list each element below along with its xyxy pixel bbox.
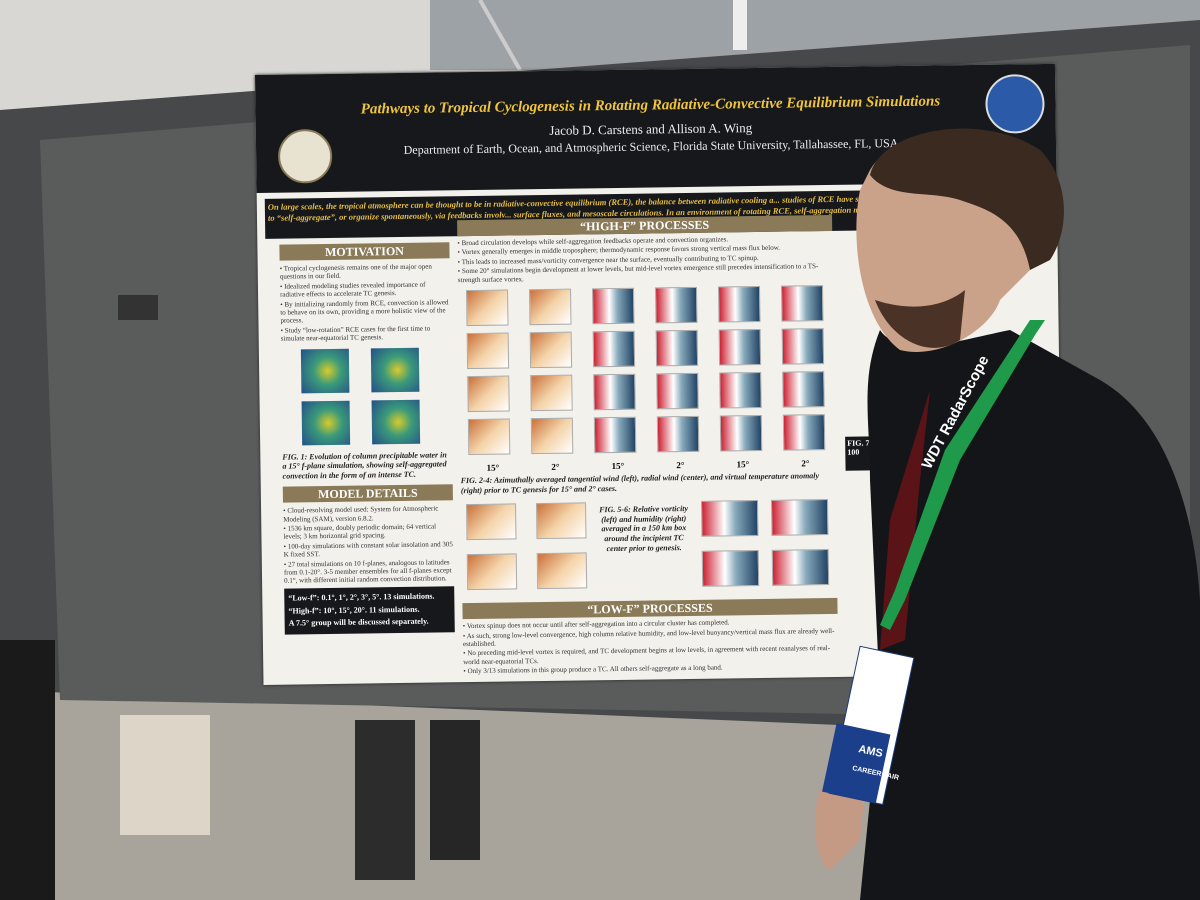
badge-org: AMS xyxy=(857,743,883,760)
